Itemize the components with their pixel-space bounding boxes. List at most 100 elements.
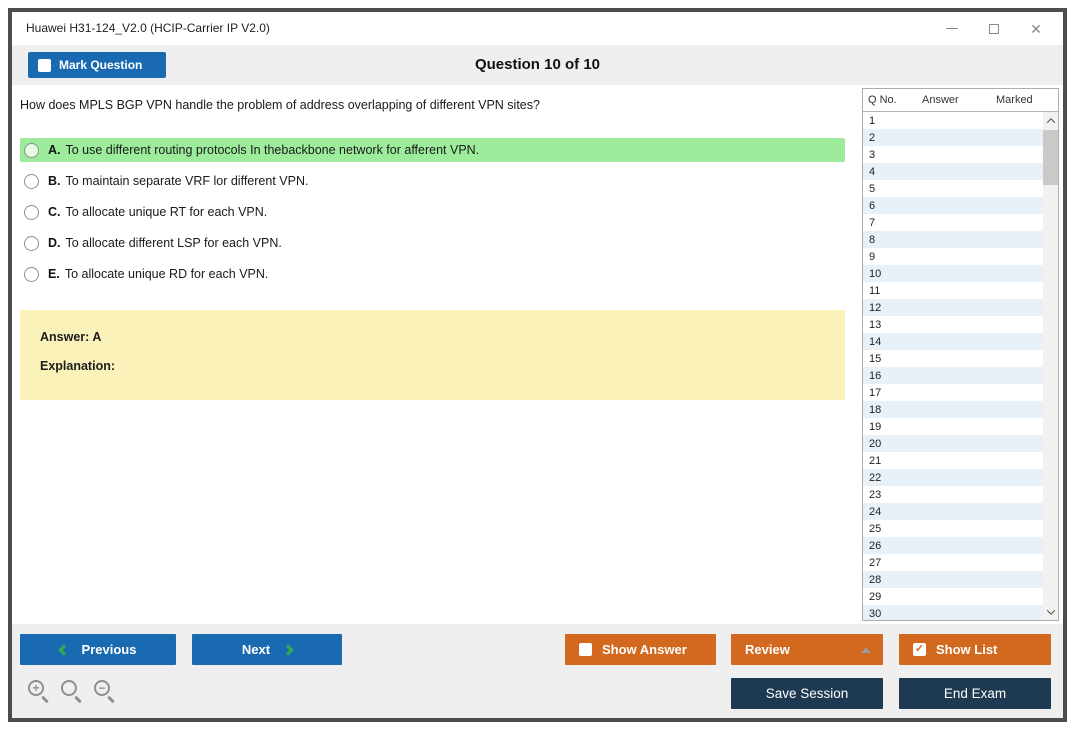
mark-question-button[interactable]: ✓ Mark Question — [28, 52, 166, 78]
question-text: How does MPLS BGP VPN handle the problem… — [20, 98, 540, 112]
option-e-text: To allocate unique RD for each VPN. — [64, 267, 269, 281]
option-d-letter: D. — [48, 236, 61, 250]
mark-question-checkbox[interactable]: ✓ — [38, 58, 51, 72]
zoom-tools: + − — [28, 680, 114, 702]
content-area: How does MPLS BGP VPN handle the problem… — [12, 85, 1063, 624]
review-button[interactable]: Review — [731, 634, 883, 665]
question-list-row[interactable]: 11 — [869, 284, 881, 297]
scrollbar-thumb[interactable] — [1043, 130, 1058, 185]
question-list-row[interactable]: 7 — [869, 216, 876, 229]
question-counter: Question 10 of 10 — [474, 56, 601, 73]
question-list-row[interactable]: 16 — [863, 367, 1043, 384]
mark-question-label: Mark Question — [59, 58, 143, 72]
maximize-button[interactable] — [973, 12, 1015, 45]
question-list-row[interactable]: 8 — [863, 231, 1043, 248]
question-list-row[interactable]: 14 — [863, 333, 1043, 350]
option-a[interactable]: A. To use different routing protocols In… — [20, 138, 845, 162]
zoom-out-icon[interactable]: − — [94, 680, 114, 702]
minimize-icon — [946, 28, 958, 29]
chevron-right-icon — [282, 643, 294, 656]
question-list-row[interactable]: 28 — [863, 571, 1043, 588]
chevron-down-icon — [1046, 605, 1055, 615]
question-list-row[interactable]: 25 — [869, 522, 882, 535]
question-list-row[interactable]: 2 — [863, 129, 1043, 146]
option-e-letter: E. — [48, 267, 60, 281]
option-b[interactable]: B. To maintain separate VRF lor differen… — [20, 169, 845, 193]
app-window: Huawei H31-124_V2.0 (HCIP-Carrier IP V2.… — [8, 8, 1067, 722]
question-list-row[interactable]: 21 — [869, 454, 882, 467]
zoom-in-icon[interactable]: + — [28, 680, 48, 702]
show-list-checkbox[interactable]: ✓ — [913, 643, 926, 656]
question-list-row[interactable]: 23 — [869, 488, 882, 501]
show-answer-button[interactable]: ✓ Show Answer — [565, 634, 716, 665]
next-button[interactable]: Next — [192, 634, 342, 665]
question-list-row[interactable]: 29 — [869, 590, 882, 603]
option-e[interactable]: E. To allocate unique RD for each VPN. — [20, 262, 845, 286]
previous-label: Previous — [81, 642, 137, 657]
question-list-header: Q No. Answer Marked — [863, 89, 1058, 112]
save-session-button[interactable]: Save Session — [731, 678, 883, 709]
radio-option-e[interactable] — [24, 266, 39, 282]
window-controls: ✕ — [931, 12, 1057, 45]
option-a-letter: A. — [48, 143, 61, 157]
maximize-icon — [989, 23, 999, 34]
question-list-row[interactable]: 10 — [863, 265, 1043, 282]
answer-label: Answer: A — [40, 330, 102, 344]
question-list-row[interactable]: 1 — [869, 114, 876, 127]
question-list-row[interactable]: 12 — [863, 299, 1043, 316]
column-answer: Answer — [922, 94, 959, 106]
review-label: Review — [745, 642, 790, 657]
scroll-up-button[interactable] — [1043, 112, 1058, 129]
question-list-row[interactable]: 24 — [863, 503, 1043, 520]
question-list-row[interactable]: 4 — [863, 163, 1043, 180]
option-d-text: To allocate different LSP for each VPN. — [65, 236, 282, 250]
question-list-row[interactable]: 6 — [863, 197, 1043, 214]
save-session-label: Save Session — [765, 686, 849, 701]
zoom-reset-icon[interactable] — [61, 680, 81, 702]
dropdown-arrow-icon — [861, 647, 871, 653]
option-a-text: To use different routing protocols In th… — [65, 143, 480, 157]
question-list-row[interactable]: 5 — [869, 182, 876, 195]
question-list-row[interactable]: 30 — [863, 605, 1043, 620]
option-c-letter: C. — [48, 205, 61, 219]
question-list-scrollbar[interactable] — [1043, 112, 1058, 620]
header-band: ✓ Mark Question Question 10 of 10 — [12, 45, 1063, 85]
close-button[interactable]: ✕ — [1015, 12, 1057, 45]
chevron-left-icon — [57, 643, 70, 656]
question-list-row[interactable]: 20 — [863, 435, 1043, 452]
explanation-label: Explanation: — [40, 359, 116, 373]
question-list-body: 1 2 3 4 5 6 7 8 9 10 11 12 13 14 15 16 17 18 19 20 21 22 23 24 2… — [863, 112, 1043, 620]
radio-option-c[interactable] — [24, 204, 39, 220]
footer-bar: Previous Next ✓ Show Answer Review ✓ Sho… — [12, 624, 1063, 718]
scroll-down-button[interactable] — [1043, 603, 1058, 620]
question-list-row[interactable]: 19 — [869, 420, 882, 433]
question-list-row[interactable]: 22 — [863, 469, 1043, 486]
question-list-row[interactable]: 17 — [869, 386, 882, 399]
radio-option-b[interactable] — [24, 173, 39, 189]
radio-option-a[interactable] — [24, 142, 39, 158]
option-b-text: To maintain separate VRF lor different V… — [65, 174, 309, 188]
question-list-row[interactable]: 27 — [869, 556, 882, 569]
option-c-text: To allocate unique RT for each VPN. — [65, 205, 268, 219]
question-list-row[interactable]: 26 — [863, 537, 1043, 554]
question-list-row[interactable]: 3 — [869, 148, 876, 161]
column-q-no: Q No. — [868, 94, 897, 106]
question-list-row[interactable]: 18 — [863, 401, 1043, 418]
end-exam-button[interactable]: End Exam — [899, 678, 1051, 709]
next-label: Next — [241, 642, 271, 657]
option-d[interactable]: D. To allocate different LSP for each VP… — [20, 231, 845, 255]
minimize-button[interactable] — [931, 12, 973, 45]
previous-button[interactable]: Previous — [20, 634, 176, 665]
question-list-row[interactable]: 13 — [869, 318, 882, 331]
end-exam-label: End Exam — [943, 686, 1007, 701]
answer-box: Answer: A Explanation: — [20, 310, 845, 400]
show-list-button[interactable]: ✓ Show List — [899, 634, 1051, 665]
show-answer-checkbox[interactable]: ✓ — [579, 643, 592, 656]
question-list-row[interactable]: 15 — [869, 352, 882, 365]
radio-option-d[interactable] — [24, 235, 39, 251]
question-list-panel: Q No. Answer Marked 1 2 3 4 5 6 7 8 9 10 11 12 13 14 1… — [862, 88, 1059, 621]
chevron-up-icon — [1046, 117, 1055, 127]
option-c[interactable]: C. To allocate unique RT for each VPN. — [20, 200, 845, 224]
question-list-row[interactable]: 9 — [869, 250, 876, 263]
